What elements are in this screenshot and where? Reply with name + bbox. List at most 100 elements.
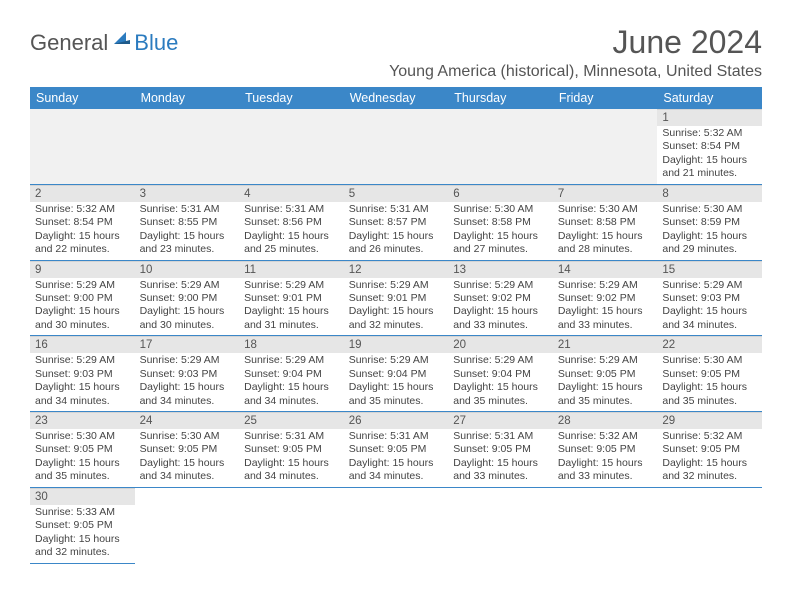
sunset: Sunset: 9:05 PM: [558, 368, 653, 381]
day-body: Sunrise: 5:31 AMSunset: 8:56 PMDaylight:…: [239, 202, 344, 260]
day-cell: 23Sunrise: 5:30 AMSunset: 9:05 PMDayligh…: [30, 412, 135, 488]
day-body: Sunrise: 5:30 AMSunset: 8:58 PMDaylight:…: [448, 202, 553, 260]
daylight-line1: Daylight: 15 hours: [244, 457, 339, 470]
sunrise: Sunrise: 5:29 AM: [140, 279, 235, 292]
daylight-line1: Daylight: 15 hours: [453, 305, 548, 318]
calendar-body: 1Sunrise: 5:32 AMSunset: 8:54 PMDaylight…: [30, 109, 762, 563]
daylight-line1: Daylight: 15 hours: [35, 305, 130, 318]
daylight-line1: Daylight: 15 hours: [662, 457, 757, 470]
day-cell: 17Sunrise: 5:29 AMSunset: 9:03 PMDayligh…: [135, 336, 240, 412]
sunset: Sunset: 9:03 PM: [35, 368, 130, 381]
daylight-line1: Daylight: 15 hours: [35, 381, 130, 394]
sunrise: Sunrise: 5:31 AM: [244, 203, 339, 216]
logo: General Blue: [30, 30, 178, 56]
weekday-header: Friday: [553, 87, 658, 109]
sunset: Sunset: 8:57 PM: [349, 216, 444, 229]
day-number: 6: [448, 185, 553, 202]
sunrise: Sunrise: 5:31 AM: [349, 430, 444, 443]
day-cell: 21Sunrise: 5:29 AMSunset: 9:05 PMDayligh…: [553, 336, 658, 412]
daylight-line2: and 35 minutes.: [558, 395, 653, 408]
sunrise: Sunrise: 5:31 AM: [140, 203, 235, 216]
day-number: 14: [553, 261, 658, 278]
day-number: 21: [553, 336, 658, 353]
sunset: Sunset: 8:54 PM: [662, 140, 757, 153]
day-number: 22: [657, 336, 762, 353]
day-number: 11: [239, 261, 344, 278]
sunrise: Sunrise: 5:29 AM: [453, 279, 548, 292]
day-body: Sunrise: 5:29 AMSunset: 9:00 PMDaylight:…: [135, 278, 240, 336]
day-cell: 19Sunrise: 5:29 AMSunset: 9:04 PMDayligh…: [344, 336, 449, 412]
daylight-line1: Daylight: 15 hours: [244, 305, 339, 318]
weekday-header: Tuesday: [239, 87, 344, 109]
daylight-line1: Daylight: 15 hours: [244, 230, 339, 243]
day-number: 25: [239, 412, 344, 429]
day-body: Sunrise: 5:29 AMSunset: 9:04 PMDaylight:…: [239, 353, 344, 411]
daylight-line2: and 22 minutes.: [35, 243, 130, 256]
day-number: 1: [657, 109, 762, 126]
day-number: 30: [30, 488, 135, 505]
day-number: 27: [448, 412, 553, 429]
sunset: Sunset: 9:04 PM: [349, 368, 444, 381]
sunset: Sunset: 9:05 PM: [35, 519, 130, 532]
day-cell: 10Sunrise: 5:29 AMSunset: 9:00 PMDayligh…: [135, 260, 240, 336]
daylight-line1: Daylight: 15 hours: [453, 230, 548, 243]
day-cell: [30, 109, 135, 184]
calendar: SundayMondayTuesdayWednesdayThursdayFrid…: [30, 87, 762, 564]
day-body: Sunrise: 5:31 AMSunset: 9:05 PMDaylight:…: [448, 429, 553, 487]
sunset: Sunset: 9:05 PM: [140, 443, 235, 456]
day-cell: 4Sunrise: 5:31 AMSunset: 8:56 PMDaylight…: [239, 184, 344, 260]
day-cell: 27Sunrise: 5:31 AMSunset: 9:05 PMDayligh…: [448, 412, 553, 488]
daylight-line2: and 25 minutes.: [244, 243, 339, 256]
daylight-line2: and 34 minutes.: [140, 470, 235, 483]
day-body: Sunrise: 5:31 AMSunset: 8:57 PMDaylight:…: [344, 202, 449, 260]
sunrise: Sunrise: 5:29 AM: [558, 354, 653, 367]
sunset: Sunset: 9:01 PM: [244, 292, 339, 305]
day-cell: [448, 109, 553, 184]
daylight-line1: Daylight: 15 hours: [140, 230, 235, 243]
day-body: Sunrise: 5:29 AMSunset: 9:01 PMDaylight:…: [239, 278, 344, 336]
daylight-line1: Daylight: 15 hours: [35, 230, 130, 243]
daylight-line1: Daylight: 15 hours: [35, 533, 130, 546]
day-cell: 29Sunrise: 5:32 AMSunset: 9:05 PMDayligh…: [657, 412, 762, 488]
daylight-line1: Daylight: 15 hours: [558, 457, 653, 470]
day-body: Sunrise: 5:33 AMSunset: 9:05 PMDaylight:…: [30, 505, 135, 563]
day-number: 15: [657, 261, 762, 278]
title-block: June 2024 Young America (historical), Mi…: [389, 24, 762, 81]
day-number: 7: [553, 185, 658, 202]
sunrise: Sunrise: 5:31 AM: [453, 430, 548, 443]
day-body: Sunrise: 5:31 AMSunset: 9:05 PMDaylight:…: [239, 429, 344, 487]
day-number: 8: [657, 185, 762, 202]
day-body: Sunrise: 5:29 AMSunset: 9:02 PMDaylight:…: [448, 278, 553, 336]
sunrise: Sunrise: 5:31 AM: [349, 203, 444, 216]
day-number: 16: [30, 336, 135, 353]
sunrise: Sunrise: 5:30 AM: [558, 203, 653, 216]
sunset: Sunset: 9:05 PM: [662, 443, 757, 456]
weekday-header: Sunday: [30, 87, 135, 109]
sunrise: Sunrise: 5:32 AM: [662, 127, 757, 140]
day-body: Sunrise: 5:32 AMSunset: 8:54 PMDaylight:…: [657, 126, 762, 184]
sunrise: Sunrise: 5:33 AM: [35, 506, 130, 519]
sunrise: Sunrise: 5:30 AM: [453, 203, 548, 216]
day-number: 3: [135, 185, 240, 202]
weekday-header: Saturday: [657, 87, 762, 109]
day-cell: 25Sunrise: 5:31 AMSunset: 9:05 PMDayligh…: [239, 412, 344, 488]
day-cell: 7Sunrise: 5:30 AMSunset: 8:58 PMDaylight…: [553, 184, 658, 260]
day-cell: [448, 487, 553, 563]
sail-icon: [112, 30, 132, 46]
sunrise: Sunrise: 5:29 AM: [244, 279, 339, 292]
daylight-line2: and 35 minutes.: [349, 395, 444, 408]
day-cell: [553, 487, 658, 563]
day-cell: 12Sunrise: 5:29 AMSunset: 9:01 PMDayligh…: [344, 260, 449, 336]
day-cell: 5Sunrise: 5:31 AMSunset: 8:57 PMDaylight…: [344, 184, 449, 260]
day-body: Sunrise: 5:32 AMSunset: 8:54 PMDaylight:…: [30, 202, 135, 260]
daylight-line2: and 33 minutes.: [558, 319, 653, 332]
day-body: Sunrise: 5:29 AMSunset: 9:04 PMDaylight:…: [344, 353, 449, 411]
sunrise: Sunrise: 5:29 AM: [349, 279, 444, 292]
day-cell: 22Sunrise: 5:30 AMSunset: 9:05 PMDayligh…: [657, 336, 762, 412]
daylight-line2: and 34 minutes.: [140, 395, 235, 408]
daylight-line2: and 34 minutes.: [244, 395, 339, 408]
sunset: Sunset: 9:04 PM: [453, 368, 548, 381]
sunrise: Sunrise: 5:29 AM: [35, 354, 130, 367]
day-number: 19: [344, 336, 449, 353]
daylight-line2: and 30 minutes.: [35, 319, 130, 332]
